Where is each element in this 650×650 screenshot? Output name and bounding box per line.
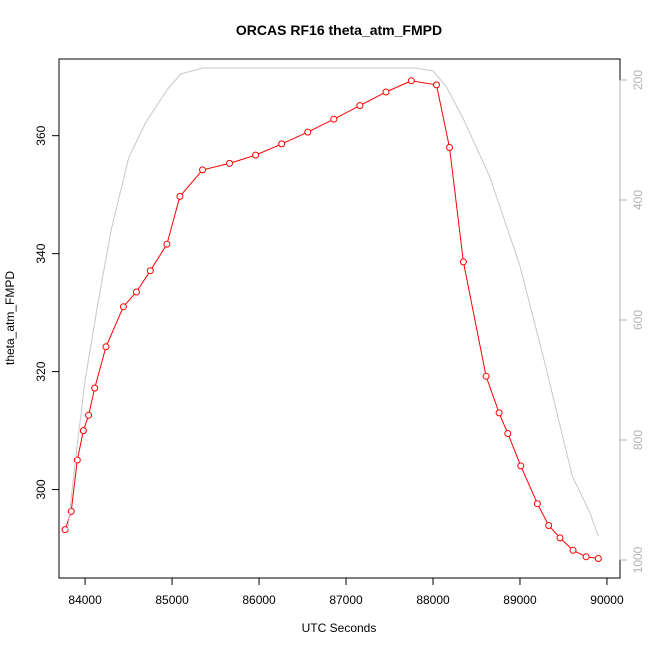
series-right-line (67, 67, 599, 537)
data-point (569, 546, 577, 554)
x-axis-label: UTC Seconds (302, 621, 377, 635)
data-point (199, 166, 206, 174)
y2-axis: 200 400 600 800 1000 (619, 70, 645, 573)
data-point (545, 522, 553, 529)
data-point (504, 430, 512, 437)
data-point (459, 258, 467, 266)
data-point (407, 77, 415, 85)
data-point (91, 384, 99, 392)
data-point (278, 140, 286, 148)
data-point (495, 409, 503, 417)
x-tick-label: 87000 (329, 593, 363, 607)
data-point (330, 115, 338, 123)
x-tick-label: 90000 (590, 593, 624, 607)
data-point (482, 372, 490, 380)
x-tick-label: 85000 (155, 593, 189, 607)
data-point (252, 151, 260, 159)
y2-tick-label: 600 (631, 310, 645, 330)
data-point (356, 102, 364, 110)
data-point (146, 267, 154, 275)
series-left-line (64, 80, 599, 559)
data-point (533, 500, 541, 508)
y-tick-label: 340 (34, 243, 48, 263)
data-point (102, 343, 110, 351)
data-point (163, 240, 171, 248)
data-point (594, 555, 602, 562)
y-tick-label: 360 (34, 125, 48, 145)
data-point (517, 462, 525, 470)
data-point (304, 128, 312, 136)
data-point (433, 81, 440, 89)
x-tick-label: 89000 (503, 593, 537, 607)
data-point (382, 88, 390, 96)
data-point (226, 159, 233, 167)
data-point (61, 526, 69, 534)
data-point (582, 553, 590, 561)
y2-tick-label: 1000 (631, 546, 645, 573)
y2-tick-label: 800 (631, 430, 645, 450)
x-tick-label: 86000 (242, 593, 276, 607)
y-tick-label: 320 (34, 361, 48, 381)
y-tick-label: 300 (34, 479, 48, 499)
y2-tick-label: 200 (631, 70, 645, 90)
x-tick-label: 88000 (416, 593, 450, 607)
x-axis: 84000 85000 86000 87000 88000 89000 90000 (68, 577, 624, 607)
data-point (176, 192, 184, 200)
data-point (79, 427, 87, 435)
series-group (61, 67, 602, 562)
chart-title: ORCAS RF16 theta_atm_FMPD (236, 22, 442, 38)
y2-tick-label: 400 (631, 190, 645, 210)
data-point (85, 411, 93, 419)
data-point (446, 144, 453, 151)
y-axis: 300 320 340 360 (34, 125, 60, 500)
x-tick-label: 84000 (68, 593, 102, 607)
y-axis-label: theta_atm_FMPD (3, 271, 17, 365)
data-point (132, 288, 140, 296)
data-point (556, 534, 564, 542)
data-point (119, 303, 127, 311)
